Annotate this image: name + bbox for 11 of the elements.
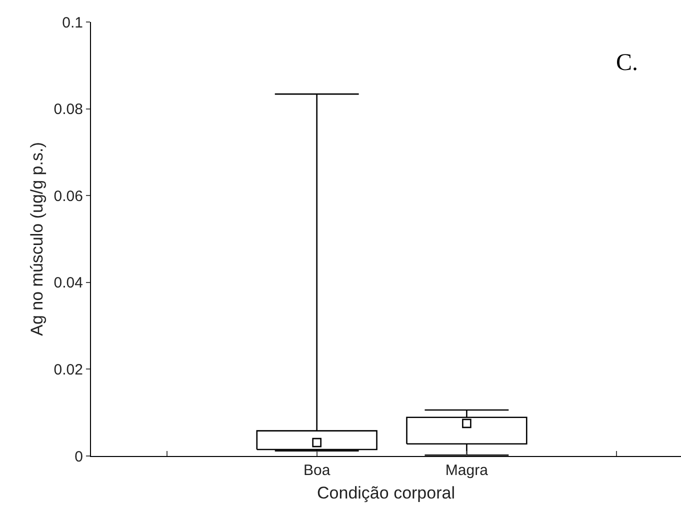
y-tick-label: 0.06	[54, 188, 83, 205]
x-axis-title: Condição corporal	[317, 483, 455, 502]
x-tick-label: Magra	[445, 462, 489, 479]
y-tick-label: 0.1	[62, 14, 83, 32]
annotation: C.	[616, 50, 638, 76]
x-tick-label: Boa	[303, 462, 331, 479]
y-tick-label: 0.02	[54, 361, 83, 378]
y-tick-label: 0.08	[54, 101, 83, 118]
y-tick-label: 0	[74, 448, 83, 466]
y-tick-label: 0.04	[54, 274, 83, 292]
y-axis-title: Ag no músculo (ug/g p.s.)	[27, 142, 46, 336]
